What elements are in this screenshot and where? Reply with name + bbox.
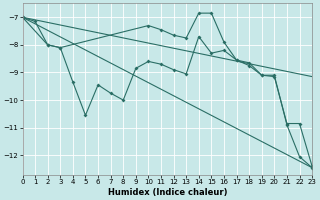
- X-axis label: Humidex (Indice chaleur): Humidex (Indice chaleur): [108, 188, 227, 197]
